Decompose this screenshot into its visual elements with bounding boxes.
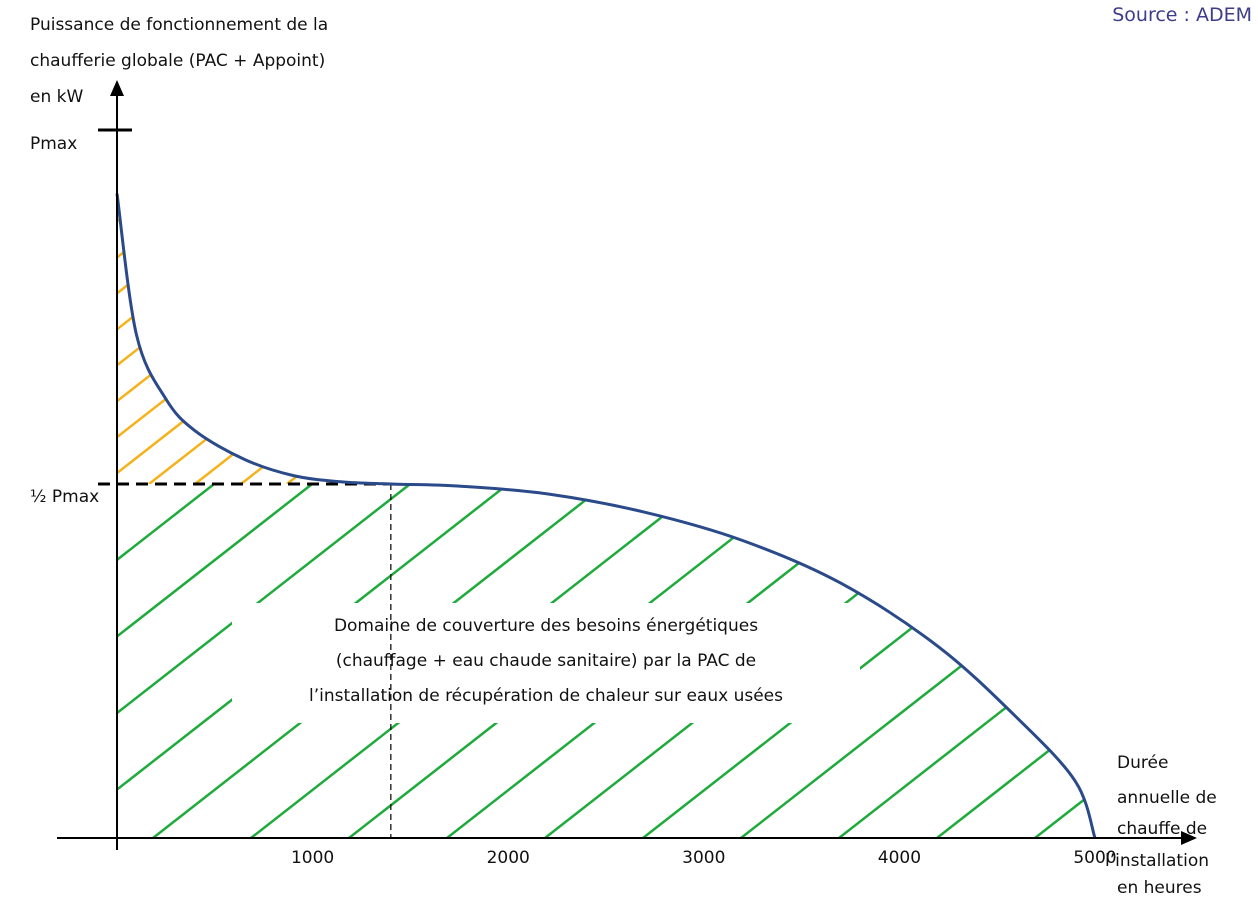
x-axis-label: Durée annuelle de chauffe de l’installat… bbox=[1105, 753, 1217, 898]
hatch-line bbox=[0, 484, 116, 838]
x-tick-label: 5000 bbox=[1073, 848, 1116, 868]
hatch-line bbox=[117, 484, 411, 838]
appoint-hatch-region bbox=[0, 130, 1258, 484]
hatch-line bbox=[117, 484, 313, 838]
x-axis-label-line: Durée bbox=[1117, 753, 1168, 773]
hatch-line bbox=[0, 130, 96, 484]
y-tick-label-half-pmax: ½ Pmax bbox=[30, 487, 99, 507]
hatch-line bbox=[0, 484, 18, 838]
appoint-hatch-region-lines bbox=[0, 130, 1258, 484]
coverage-annotation: Domaine de couverture des besoins énergé… bbox=[309, 616, 783, 706]
hatch-line bbox=[240, 193, 695, 484]
y-axis-label-line: en kW bbox=[30, 87, 83, 107]
x-axis-label-line: chauffe de bbox=[1117, 819, 1207, 839]
hatch-line bbox=[1253, 130, 1258, 484]
hatch-line bbox=[1207, 130, 1258, 484]
hatch-line bbox=[838, 193, 1095, 484]
hatch-line bbox=[1133, 484, 1258, 838]
hatch-line bbox=[117, 193, 327, 484]
x-axis-label-line: l’installation bbox=[1105, 851, 1209, 871]
annotation-line: Domaine de couverture des besoins énergé… bbox=[334, 616, 758, 636]
x-tick-label: 1000 bbox=[291, 848, 334, 868]
hatch-line bbox=[117, 484, 215, 838]
source-credit: Source : ADEM bbox=[1112, 4, 1252, 26]
x-tick-label: 3000 bbox=[682, 848, 725, 868]
hatch-line bbox=[792, 193, 1095, 484]
x-tick-labels: 1000 2000 3000 4000 5000 bbox=[291, 848, 1117, 868]
annotation-background bbox=[232, 603, 860, 723]
hatch-line bbox=[1115, 130, 1258, 484]
hatch-line bbox=[884, 193, 1095, 484]
hatch-line bbox=[1161, 130, 1258, 484]
hatch-line bbox=[1034, 484, 1095, 838]
y-tick-label-pmax: Pmax bbox=[30, 134, 77, 154]
hatch-line bbox=[562, 193, 1017, 484]
annotation-line: l’installation de récupération de chaleu… bbox=[309, 686, 783, 706]
hatch-line bbox=[117, 193, 557, 484]
hatch-line bbox=[976, 193, 1095, 484]
y-axis-label-line: chaufferie globale (PAC + Appoint) bbox=[30, 51, 325, 71]
hatch-line bbox=[936, 484, 1095, 838]
hatch-line bbox=[930, 193, 1095, 484]
axes bbox=[57, 80, 1197, 850]
hatch-line bbox=[194, 193, 649, 484]
hatch-line bbox=[470, 193, 925, 484]
hatch-line bbox=[0, 130, 4, 484]
hatch-line bbox=[332, 193, 787, 484]
hatch-line bbox=[1068, 193, 1095, 484]
hatch-line bbox=[1022, 193, 1095, 484]
hatch-line bbox=[654, 193, 1095, 484]
x-axis-label-line: annuelle de bbox=[1117, 788, 1217, 808]
hatch-line bbox=[117, 193, 281, 484]
hatch-line bbox=[700, 193, 1095, 484]
hatch-line bbox=[746, 193, 1095, 484]
hatch-line bbox=[608, 193, 1063, 484]
hatch-line bbox=[117, 193, 373, 484]
hatch-line bbox=[516, 193, 971, 484]
hatch-line bbox=[378, 193, 833, 484]
hatch-line bbox=[838, 484, 1095, 838]
x-tick-label: 2000 bbox=[487, 848, 530, 868]
annotation-line: (chauffage + eau chaude sanitaire) par l… bbox=[336, 651, 756, 671]
y-axis-arrow bbox=[110, 80, 124, 96]
hatch-line bbox=[0, 130, 50, 484]
y-axis-label-line: Puissance de fonctionnement de la bbox=[30, 15, 328, 35]
hatch-line bbox=[117, 193, 143, 484]
hatch-line bbox=[117, 193, 511, 484]
hatch-line bbox=[117, 193, 419, 484]
hatch-line bbox=[424, 193, 879, 484]
x-axis-arrow bbox=[1181, 831, 1197, 845]
hatch-line bbox=[148, 193, 603, 484]
x-tick-label: 4000 bbox=[878, 848, 921, 868]
hatch-line bbox=[117, 193, 189, 484]
hatch-line bbox=[1231, 484, 1258, 838]
x-axis-label-line: en heures bbox=[1117, 878, 1202, 898]
power-duration-curve bbox=[115, 193, 1097, 839]
y-axis-label: Puissance de fonctionnement de la chauff… bbox=[30, 15, 328, 107]
hatch-line bbox=[286, 193, 741, 484]
hatch-line bbox=[117, 193, 465, 484]
